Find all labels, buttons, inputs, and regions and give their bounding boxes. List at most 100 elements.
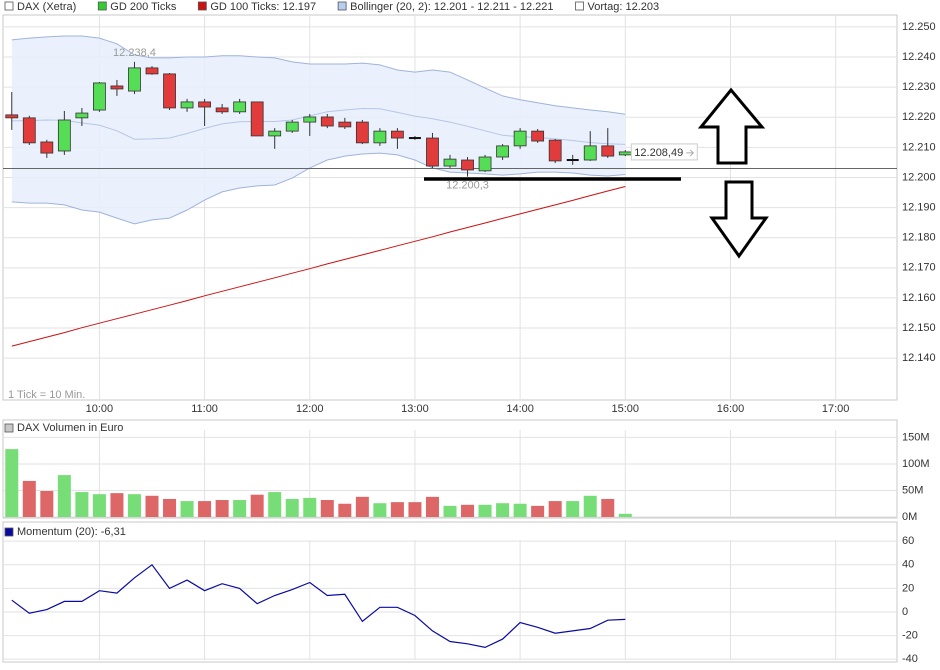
last-price-label: 12.208,49 <box>634 147 683 159</box>
y-tick-label: 12.190 <box>902 202 936 214</box>
candle-body <box>250 101 264 137</box>
volume-bar <box>513 503 527 517</box>
volume-bar <box>180 501 194 517</box>
bollinger-lower <box>11 152 626 225</box>
candle-body <box>355 121 369 144</box>
moving-average-line <box>11 186 626 347</box>
x-tick-label: 17:00 <box>822 403 850 415</box>
candle-body <box>373 130 387 144</box>
volume-bar <box>110 493 124 517</box>
down-arrow <box>709 180 769 259</box>
volume-bar <box>408 502 422 517</box>
legend-label: GD 200 Ticks <box>110 1 177 13</box>
candle-body <box>163 73 176 109</box>
extreme-label: 12.200,3 <box>446 179 489 191</box>
bollinger-upper <box>11 35 626 115</box>
y-tick-label: 50M <box>902 484 923 496</box>
volume-bar <box>22 480 36 517</box>
candle-body <box>40 141 54 154</box>
legend-swatch <box>575 1 584 11</box>
volume-bar <box>583 495 597 517</box>
momentum-line <box>11 563 626 649</box>
legend-label: Bollinger (20, 2): 12.201 - 12.211 - 12.… <box>350 1 553 13</box>
candle-body <box>180 101 194 109</box>
candle-body <box>338 121 352 128</box>
candle-body <box>618 151 632 156</box>
y-tick-label: 12.200 <box>902 171 936 183</box>
x-tick-label: 15:00 <box>612 403 640 415</box>
volume-bar <box>163 498 177 517</box>
y-tick-label: 12.220 <box>902 111 936 123</box>
volume-bar <box>5 449 19 517</box>
volume-bar <box>373 503 387 517</box>
volume-bar <box>145 495 159 517</box>
volume-bar <box>268 492 282 517</box>
legend-label: GD 100 Ticks: 12.197 <box>210 1 316 13</box>
candle-body <box>461 159 474 171</box>
candle-body <box>285 121 299 132</box>
momentum-panel <box>2 521 898 663</box>
y-tick-label: 12.240 <box>902 51 936 63</box>
y-tick-label: 60 <box>902 535 914 547</box>
candle-body <box>110 85 124 90</box>
candle-body <box>583 145 597 161</box>
last-price-arrow <box>686 149 695 157</box>
candle-body <box>496 145 509 158</box>
volume-bar <box>57 475 71 517</box>
volume-bar <box>215 500 229 517</box>
candle-body <box>548 139 562 162</box>
y-tick-label: -20 <box>902 629 918 641</box>
legend-label: DAX (Xetra) <box>17 1 76 13</box>
candle-body <box>391 130 404 139</box>
volume-bar <box>303 497 317 517</box>
volume-bar <box>618 513 632 517</box>
candle-body <box>303 116 317 123</box>
volume-bar <box>75 492 89 517</box>
candle-body <box>145 67 159 75</box>
last-price-box <box>630 143 698 161</box>
volume-bar <box>320 500 334 517</box>
candle-body <box>478 156 492 172</box>
y-tick-label: 12.180 <box>902 232 936 244</box>
legend-label: Vortag: 12.203 <box>588 1 660 13</box>
volume-bar <box>548 501 562 517</box>
y-tick-label: 12.250 <box>902 21 936 33</box>
volume-bar <box>478 504 492 517</box>
legend-swatch <box>197 1 207 11</box>
legend-swatch <box>4 527 14 537</box>
y-tick-label: 0M <box>902 511 917 523</box>
volume-bar <box>233 500 247 517</box>
y-tick-label: 40 <box>902 559 914 571</box>
volume-bar <box>250 494 264 517</box>
y-tick-label: 12.230 <box>902 81 936 93</box>
legend-swatch <box>4 423 14 433</box>
candle-body <box>513 130 527 147</box>
footnote: 1 Tick = 10 Min. <box>8 389 85 401</box>
candle-body <box>198 101 211 108</box>
volume-bar <box>461 504 475 517</box>
volume-bar <box>390 502 404 517</box>
volume-bar <box>355 496 369 517</box>
candle-body <box>75 112 89 119</box>
volume-bar <box>285 498 299 517</box>
candle-body <box>601 145 615 157</box>
candle-body <box>22 117 36 144</box>
candle-body <box>531 130 545 142</box>
legend-swatch <box>4 1 14 11</box>
volume-bar <box>425 496 439 517</box>
panel-title: DAX Volumen in Euro <box>17 422 123 434</box>
volume-bar <box>40 491 54 517</box>
y-tick-label: 12.210 <box>902 141 936 153</box>
candle-body <box>268 130 282 137</box>
x-tick-label: 10:00 <box>86 403 114 415</box>
up-arrow <box>697 87 766 165</box>
y-tick-label: 12.150 <box>902 322 936 334</box>
volume-bar <box>198 501 212 517</box>
volume-bar <box>127 494 141 517</box>
volume-bar <box>566 501 580 517</box>
volume-bar <box>338 503 352 517</box>
candle-body <box>443 158 457 167</box>
extreme-label: 12.238,4 <box>113 47 156 59</box>
